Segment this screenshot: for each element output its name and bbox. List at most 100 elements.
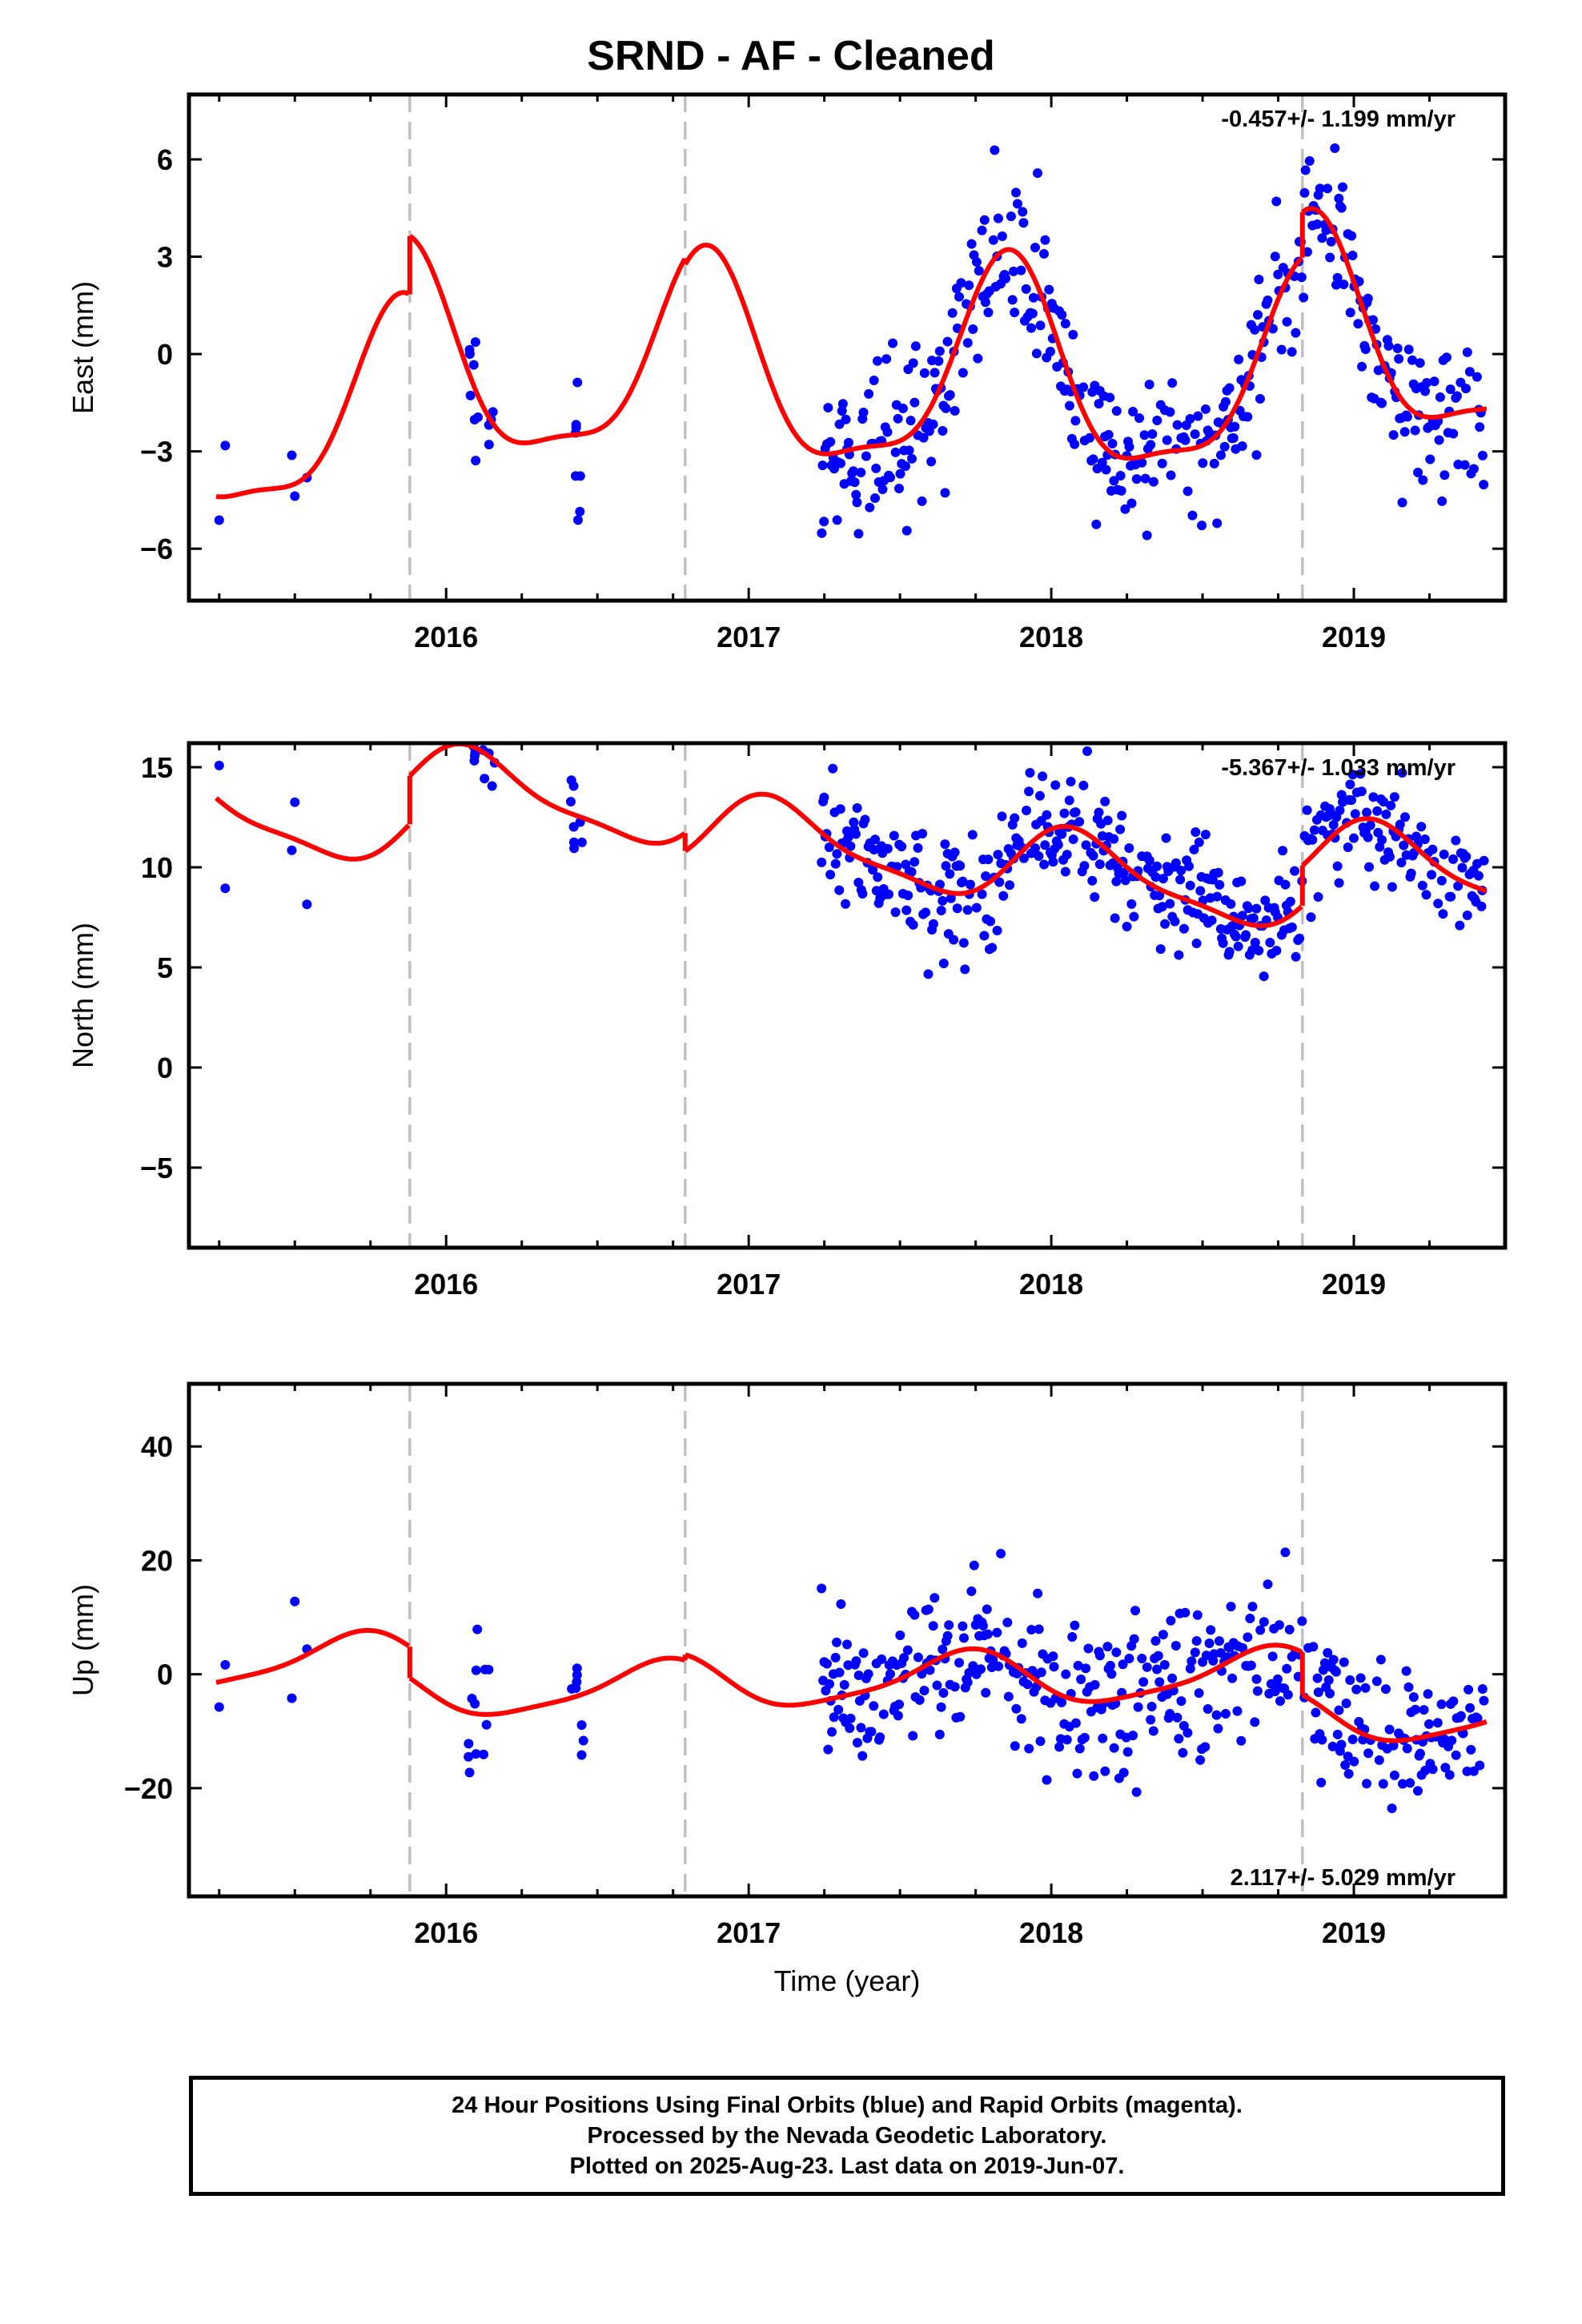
data-point	[290, 1596, 300, 1606]
data-point	[817, 1583, 827, 1594]
data-point	[1419, 834, 1430, 844]
data-point	[1049, 1662, 1059, 1672]
data-point	[1115, 824, 1126, 834]
x-tick-label: 2016	[414, 1268, 478, 1301]
data-point	[1172, 1712, 1182, 1723]
data-point	[1328, 819, 1339, 830]
data-point	[1297, 1616, 1307, 1626]
data-point	[1010, 308, 1020, 318]
data-point	[861, 451, 871, 461]
data-point	[1206, 1625, 1216, 1635]
data-point	[1251, 450, 1262, 460]
data-point	[938, 959, 949, 969]
data-point	[877, 484, 888, 494]
data-point	[1070, 1620, 1080, 1630]
data-point	[936, 1702, 946, 1712]
data-point	[1022, 806, 1032, 816]
data-point	[938, 426, 948, 436]
data-point	[870, 834, 881, 845]
data-point	[1076, 1675, 1086, 1685]
data-point	[958, 1621, 968, 1631]
data-point	[1215, 879, 1225, 890]
data-point	[1201, 1651, 1211, 1661]
data-point	[1137, 1653, 1147, 1663]
data-point	[1280, 1547, 1291, 1558]
data-point	[843, 437, 853, 448]
data-point	[1166, 1615, 1176, 1626]
data-point	[973, 353, 983, 364]
data-point	[1106, 1669, 1117, 1679]
data-point	[904, 445, 914, 456]
data-point	[1152, 861, 1162, 871]
plot-frame	[187, 92, 1508, 603]
data-point	[1282, 316, 1292, 327]
data-point	[1462, 347, 1472, 357]
data-point	[1387, 1803, 1397, 1814]
data-point	[1045, 346, 1055, 356]
data-point	[1410, 425, 1420, 436]
data-point	[833, 1704, 844, 1715]
data-point	[1367, 315, 1378, 325]
data-point	[841, 899, 851, 909]
data-point	[1200, 1742, 1211, 1752]
data-point	[1479, 480, 1489, 490]
data-point	[1365, 820, 1375, 830]
data-point	[1016, 1714, 1026, 1724]
x-tick-label: 2019	[1322, 621, 1386, 653]
data-point	[856, 1723, 866, 1733]
data-point	[1178, 1747, 1188, 1758]
data-point	[1057, 1697, 1067, 1707]
data-point	[1380, 1684, 1391, 1695]
data-point	[917, 496, 927, 506]
data-point	[1283, 1690, 1293, 1700]
x-tick-label: 2018	[1019, 1268, 1083, 1301]
data-point	[965, 879, 975, 890]
data-point	[981, 871, 991, 882]
chart-title: SRND - AF - Cleaned	[587, 33, 995, 79]
data-point	[1317, 233, 1327, 243]
data-point	[1355, 769, 1366, 779]
data-point	[992, 1627, 1002, 1638]
data-point	[1036, 1667, 1046, 1678]
data-point	[1418, 475, 1428, 485]
data-point	[829, 1712, 839, 1723]
data-point	[1285, 896, 1295, 907]
data-point	[1311, 1707, 1321, 1718]
data-point	[1308, 1642, 1319, 1652]
data-point	[1186, 1656, 1197, 1667]
data-point	[1246, 1660, 1256, 1671]
data-point	[938, 1688, 949, 1699]
data-point	[944, 1620, 954, 1630]
data-point	[885, 472, 896, 483]
data-point	[1346, 795, 1356, 806]
data-point	[1130, 1606, 1141, 1616]
data-point	[1300, 165, 1311, 175]
data-point	[1451, 835, 1461, 846]
data-point	[1128, 407, 1138, 417]
data-point	[1350, 809, 1360, 819]
data-point	[850, 829, 861, 839]
model-curve-segment	[215, 1627, 411, 1685]
y-tick-label: 6	[157, 143, 173, 176]
data-point	[1102, 815, 1113, 826]
data-point	[1384, 851, 1395, 862]
data-point	[908, 1731, 918, 1741]
data-point	[1007, 295, 1018, 305]
data-point	[968, 324, 978, 334]
data-point	[464, 1751, 474, 1762]
data-point	[998, 891, 1009, 901]
data-point	[895, 1630, 905, 1640]
data-point	[1062, 850, 1072, 860]
data-point	[821, 1659, 832, 1669]
x-tick-label: 2019	[1322, 1916, 1386, 1949]
data-point	[1363, 293, 1373, 304]
data-point	[1090, 892, 1100, 903]
data-point	[1351, 1684, 1362, 1695]
data-point	[1397, 1779, 1407, 1789]
data-point	[945, 390, 955, 400]
data-point	[1040, 840, 1050, 850]
data-point	[1111, 876, 1122, 887]
data-point	[938, 1644, 948, 1655]
data-point	[1176, 866, 1186, 876]
x-tick-label: 2017	[717, 1268, 781, 1301]
